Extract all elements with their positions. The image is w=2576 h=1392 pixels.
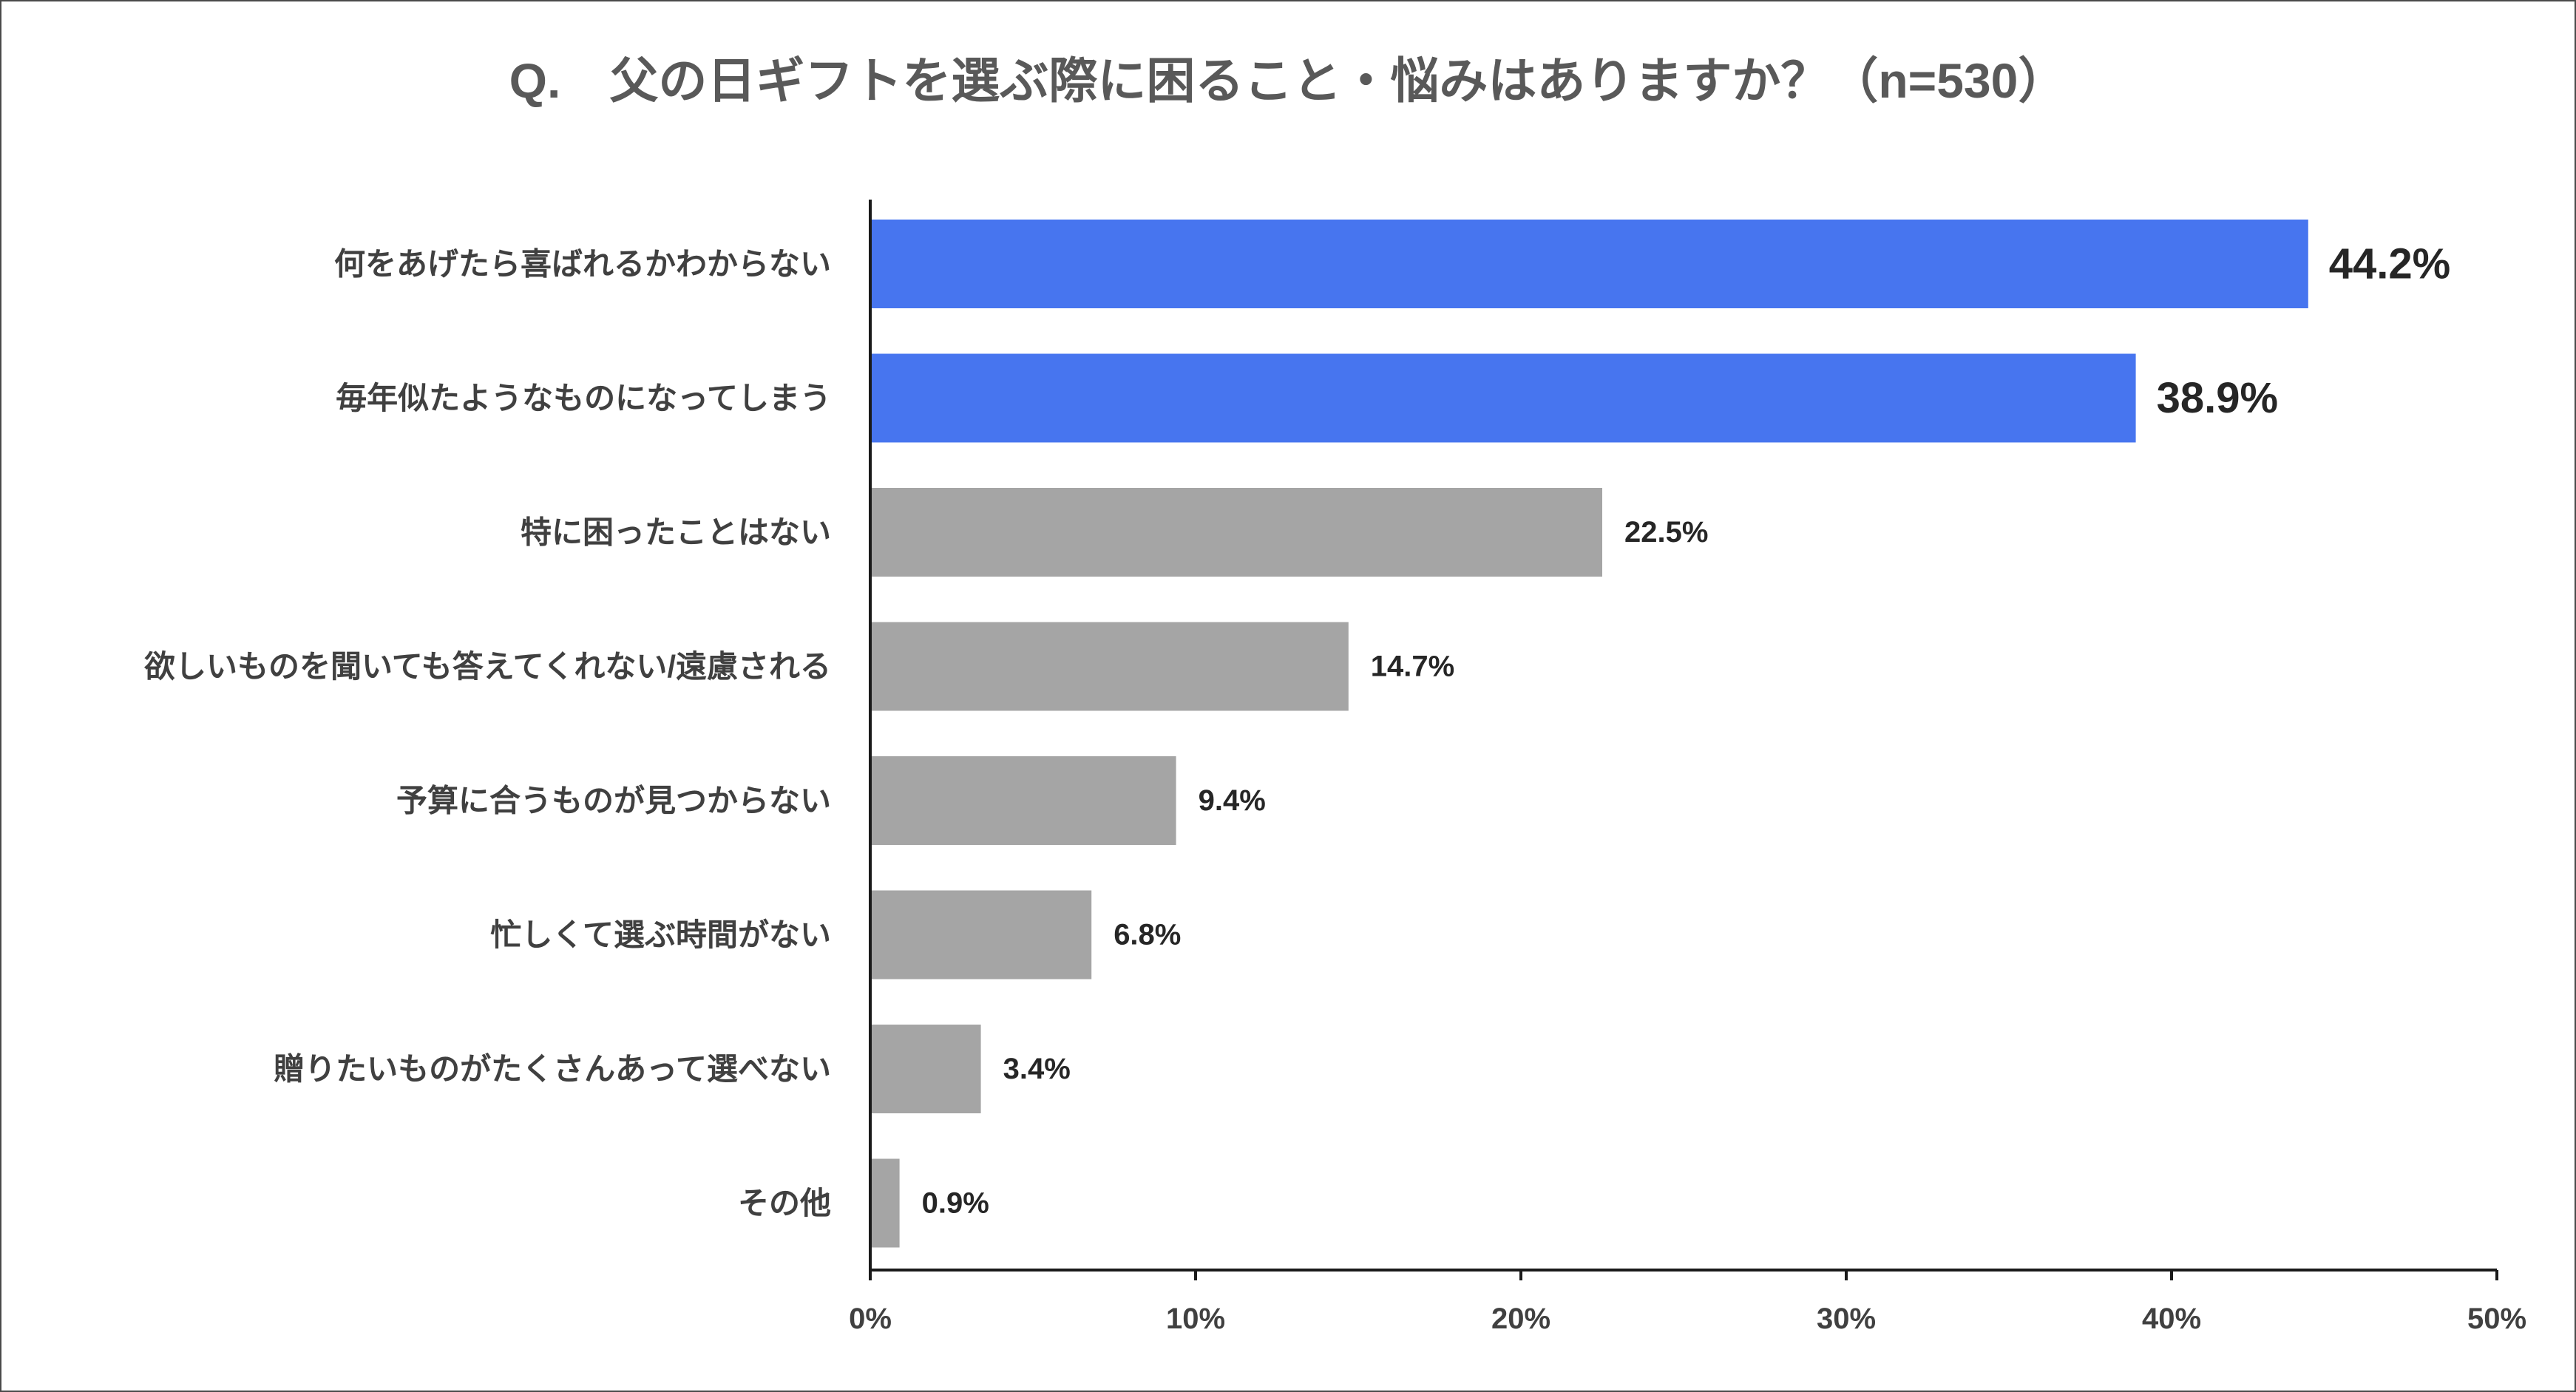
value-label: 0.9% <box>922 1187 989 1220</box>
category-label: 何をあげたら喜ばれるかわからない <box>334 247 831 282</box>
bar <box>870 1158 900 1248</box>
x-tick-label: 50% <box>2467 1303 2526 1335</box>
value-label: 3.4% <box>1003 1053 1071 1085</box>
bar <box>870 890 1092 980</box>
bar <box>870 756 1176 845</box>
bar <box>870 220 2308 308</box>
category-label: 特に困ったことはない <box>521 515 831 550</box>
bar <box>870 353 2136 443</box>
category-label: 欲しいものを聞いても答えてくれない/遠慮される <box>143 649 831 684</box>
bar <box>870 488 1602 577</box>
bar <box>870 622 1349 711</box>
x-tick-label: 40% <box>2142 1303 2201 1335</box>
axes-group: 0% 10% 20% 30% 40% 50% <box>849 200 2526 1335</box>
category-label: 毎年似たようなものになってしまう <box>336 381 831 415</box>
value-label: 14.7% <box>1371 651 1454 683</box>
value-label: 38.9% <box>2157 374 2278 422</box>
category-label: 贈りたいものがたくさんあって選べない <box>274 1052 831 1087</box>
category-label: 忙しくて選ぶ時間がない <box>490 917 831 952</box>
category-label: その他 <box>738 1186 831 1220</box>
value-label: 6.8% <box>1114 919 1181 951</box>
chart-title: Q. 父の日ギフトを選ぶ際に困ること・悩みはありますか？（n=530） <box>509 53 2067 108</box>
value-label: 22.5% <box>1624 516 1708 549</box>
value-labels-group: 44.2% 38.9% 22.5% 14.7% 9.4% 6.8% 3.4% 0.9% <box>922 240 2451 1220</box>
x-tick-label: 30% <box>1817 1303 1876 1335</box>
value-label: 9.4% <box>1199 784 1266 817</box>
bar <box>870 1025 981 1113</box>
bars-group <box>870 220 2308 1248</box>
value-label: 44.2% <box>2329 240 2450 288</box>
x-tick-label: 10% <box>1166 1303 1225 1335</box>
x-tick-label: 20% <box>1491 1303 1550 1335</box>
category-labels-group: 何をあげたら喜ばれるかわからない毎年似たようなものになってしまう特に困ったことは… <box>143 247 831 1221</box>
category-label: 予算に合うものが見つからない <box>396 784 831 818</box>
x-tick-label: 0% <box>849 1303 892 1335</box>
